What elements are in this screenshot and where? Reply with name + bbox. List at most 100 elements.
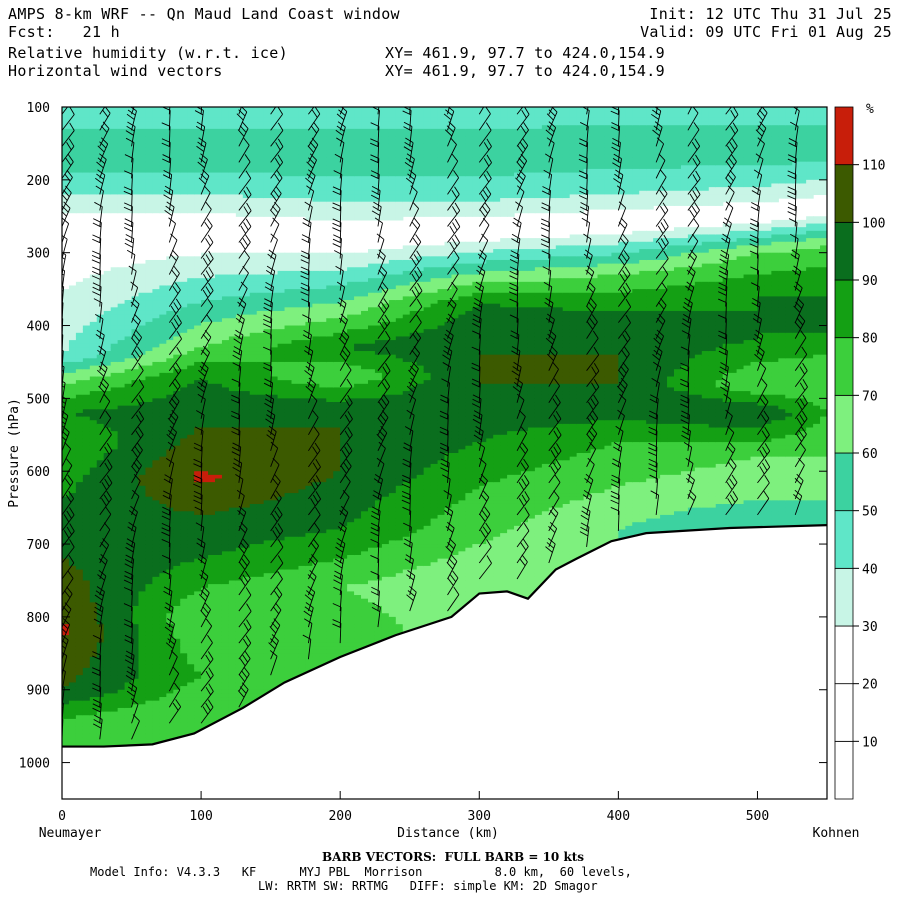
rh-cell bbox=[215, 354, 223, 359]
rh-cell bbox=[180, 179, 188, 185]
rh-cell bbox=[82, 620, 91, 625]
rh-cell bbox=[145, 616, 154, 622]
rh-cell bbox=[187, 551, 195, 556]
rh-cell bbox=[215, 412, 223, 418]
rh-cell bbox=[173, 525, 181, 531]
rh-cell bbox=[103, 682, 112, 687]
rh-cell bbox=[221, 558, 230, 563]
rh-cell bbox=[221, 252, 230, 257]
rh-cell bbox=[187, 580, 195, 585]
rh-cell bbox=[187, 274, 195, 279]
rh-cell bbox=[249, 624, 258, 629]
rh-cell bbox=[235, 176, 244, 181]
rh-cell bbox=[96, 449, 105, 454]
rh-cell bbox=[75, 460, 84, 465]
rh-cell bbox=[173, 391, 181, 396]
rh-cell bbox=[187, 704, 195, 709]
rh-cell bbox=[131, 616, 140, 622]
rh-cell bbox=[138, 329, 147, 334]
rh-cell bbox=[75, 318, 84, 323]
rh-cell bbox=[103, 198, 112, 203]
rh-cell bbox=[89, 187, 98, 192]
rh-cell bbox=[194, 369, 202, 374]
rh-cell bbox=[221, 351, 230, 356]
rh-cell bbox=[152, 667, 160, 673]
rh-cell bbox=[138, 128, 147, 134]
rh-cell bbox=[124, 445, 133, 450]
rh-cell bbox=[228, 351, 237, 356]
rh-cell bbox=[152, 562, 160, 567]
rh-cell bbox=[145, 259, 154, 265]
rh-cell bbox=[103, 485, 112, 491]
rh-cell bbox=[110, 442, 119, 447]
rh-cell bbox=[221, 420, 230, 425]
rh-cell bbox=[96, 474, 105, 480]
rh-cell bbox=[62, 121, 70, 126]
rh-cell bbox=[131, 471, 140, 476]
rh-cell bbox=[68, 529, 77, 534]
rh-cell bbox=[242, 616, 251, 622]
rh-cell bbox=[75, 547, 84, 552]
rh-cell bbox=[249, 642, 258, 647]
rh-cell bbox=[103, 165, 112, 170]
rh-cell bbox=[221, 121, 230, 126]
rh-cell bbox=[68, 365, 77, 370]
rh-cell bbox=[187, 107, 195, 112]
rh-cell bbox=[145, 503, 154, 509]
rh-cell bbox=[173, 485, 181, 491]
rh-cell bbox=[159, 693, 167, 698]
rh-cell bbox=[62, 354, 70, 359]
rh-cell bbox=[159, 500, 167, 505]
rh-cell bbox=[242, 402, 251, 407]
rh-cell bbox=[228, 584, 237, 589]
rh-cell bbox=[152, 496, 160, 501]
rh-cell bbox=[145, 598, 154, 603]
rh-cell bbox=[208, 321, 216, 327]
rh-cell bbox=[82, 347, 91, 352]
rh-cell bbox=[89, 562, 98, 567]
rh-cell bbox=[187, 405, 195, 410]
rh-cell bbox=[145, 154, 154, 159]
rh-cell bbox=[201, 154, 209, 159]
rh-cell bbox=[159, 646, 167, 651]
rh-cell bbox=[89, 616, 98, 622]
rh-cell bbox=[173, 729, 181, 735]
rh-cell bbox=[194, 300, 202, 305]
rh-cell bbox=[103, 689, 112, 694]
rh-cell bbox=[82, 402, 91, 407]
rh-cell bbox=[145, 507, 154, 512]
rh-cell bbox=[75, 208, 84, 214]
rh-cell bbox=[249, 485, 258, 491]
rh-cell bbox=[201, 595, 209, 600]
rh-cell bbox=[75, 354, 84, 359]
rh-cell bbox=[180, 351, 188, 356]
rh-cell bbox=[110, 372, 119, 378]
rh-cell bbox=[249, 493, 258, 498]
rh-cell bbox=[249, 292, 258, 297]
rh-cell bbox=[68, 442, 77, 447]
rh-cell bbox=[82, 609, 91, 614]
rh-cell bbox=[228, 536, 237, 542]
rh-cell bbox=[145, 456, 154, 461]
rh-cell bbox=[62, 380, 70, 385]
rh-cell bbox=[89, 558, 98, 563]
rh-cell bbox=[187, 165, 195, 170]
rh-cell bbox=[235, 613, 244, 618]
rh-cell bbox=[166, 179, 174, 185]
rh-cell bbox=[89, 471, 98, 476]
rh-cell bbox=[242, 653, 251, 658]
rh-cell bbox=[187, 318, 195, 323]
rh-cell bbox=[166, 616, 174, 622]
rh-cell bbox=[235, 536, 244, 542]
rh-cell bbox=[249, 114, 258, 119]
rh-cell bbox=[75, 529, 84, 534]
rh-cell bbox=[62, 635, 70, 640]
rh-cell bbox=[180, 321, 188, 327]
rh-cell bbox=[249, 165, 258, 170]
rh-cell bbox=[215, 431, 223, 436]
rh-cell bbox=[180, 518, 188, 523]
rh-cell bbox=[187, 147, 195, 152]
rh-cell bbox=[180, 117, 188, 123]
rh-cell bbox=[145, 289, 154, 294]
rh-cell bbox=[68, 474, 77, 480]
